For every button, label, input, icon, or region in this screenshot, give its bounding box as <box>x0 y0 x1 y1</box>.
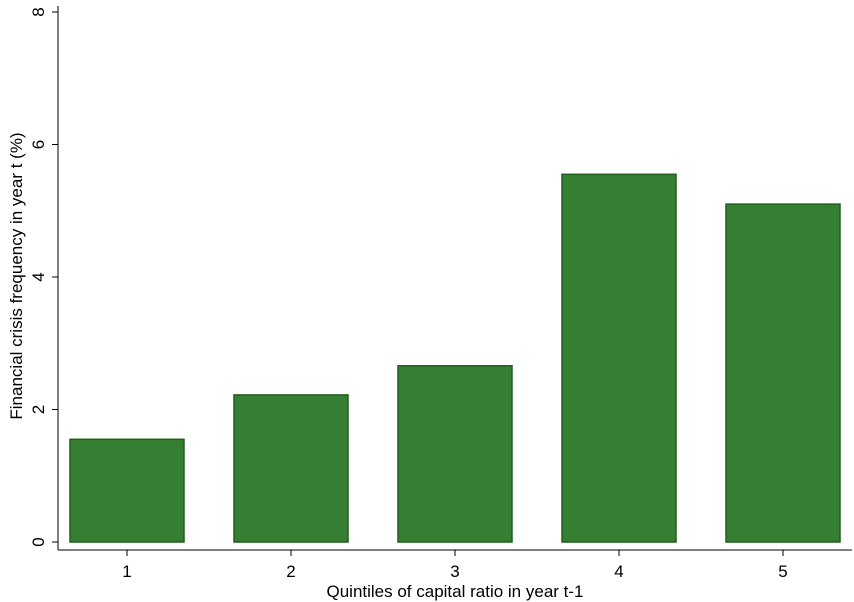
y-axis-title: Financial crisis frequency in year t (%) <box>7 132 26 419</box>
bars-group <box>69 173 841 543</box>
bar-3 <box>397 365 513 543</box>
bar-5 <box>725 203 841 543</box>
x-tick-label-2: 2 <box>286 562 295 581</box>
y-axis-ticks: 0 2 4 6 8 <box>29 7 58 547</box>
y-tick-label-8: 8 <box>29 7 48 16</box>
x-tick-label-5: 5 <box>778 562 787 581</box>
x-tick-label-4: 4 <box>614 562 623 581</box>
y-tick-label-6: 6 <box>29 140 48 149</box>
x-axis-ticks: 1 2 3 4 5 <box>122 550 788 581</box>
x-tick-label-1: 1 <box>122 562 131 581</box>
bar-1 <box>69 438 185 543</box>
y-tick-label-4: 4 <box>29 272 48 281</box>
y-tick-label-2: 2 <box>29 405 48 414</box>
x-tick-label-3: 3 <box>450 562 459 581</box>
bar-2 <box>233 394 349 543</box>
x-axis-title: Quintiles of capital ratio in year t-1 <box>326 582 583 601</box>
bar-4 <box>561 173 677 543</box>
y-tick-label-0: 0 <box>29 537 48 546</box>
